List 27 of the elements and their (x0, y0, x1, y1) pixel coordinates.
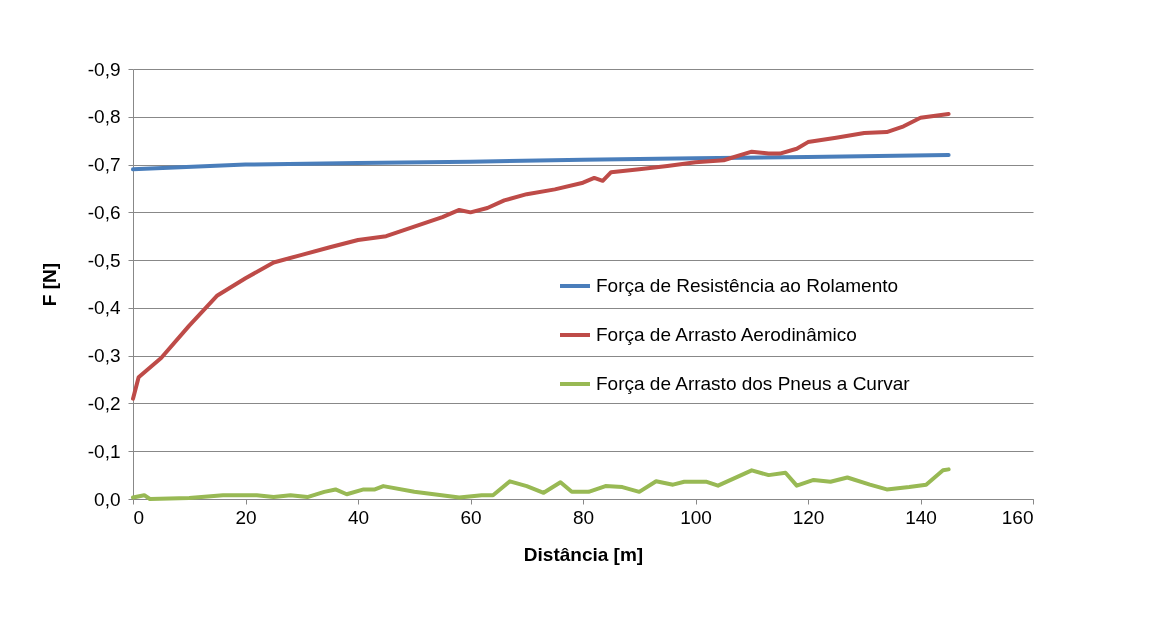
x-tick-label: 100 (680, 506, 712, 528)
y-tick-label: -0,6 (87, 201, 121, 223)
y-axis-title: F [N] (38, 262, 60, 307)
line-series (131, 153, 951, 172)
line-series (131, 467, 951, 501)
y-tick-label: 0,0 (94, 488, 121, 510)
y-tick-label: -0,8 (87, 106, 121, 128)
legend-label: Força de Arrasto dos Pneus a Curvar (596, 373, 911, 394)
y-tick-label: -0,1 (87, 440, 121, 462)
x-tick-label: 60 (460, 506, 482, 528)
x-axis-title: Distância [m] (523, 543, 644, 565)
line-series (131, 111, 951, 401)
y-tick-label: -0,2 (87, 392, 121, 414)
y-tick-label: -0,4 (87, 297, 121, 319)
y-tick-label: -0,9 (87, 58, 121, 80)
legend-label: Força de Arrasto Aerodinâmico (596, 324, 857, 345)
y-tick-label: -0,7 (87, 154, 121, 176)
y-tick-label: -0,5 (87, 249, 121, 271)
x-tick-label: 120 (792, 506, 825, 528)
x-tick-label: 140 (905, 506, 937, 528)
x-tick-label: 80 (572, 506, 595, 528)
x-tick-label: 40 (347, 506, 370, 528)
legend-label: Força de Resistência ao Rolamento (596, 275, 899, 296)
x-tick-label: 160 (1001, 506, 1034, 528)
x-tick-label: 0 (133, 506, 145, 528)
x-tick-label: 20 (235, 506, 257, 528)
y-tick-label: -0,3 (87, 345, 121, 367)
